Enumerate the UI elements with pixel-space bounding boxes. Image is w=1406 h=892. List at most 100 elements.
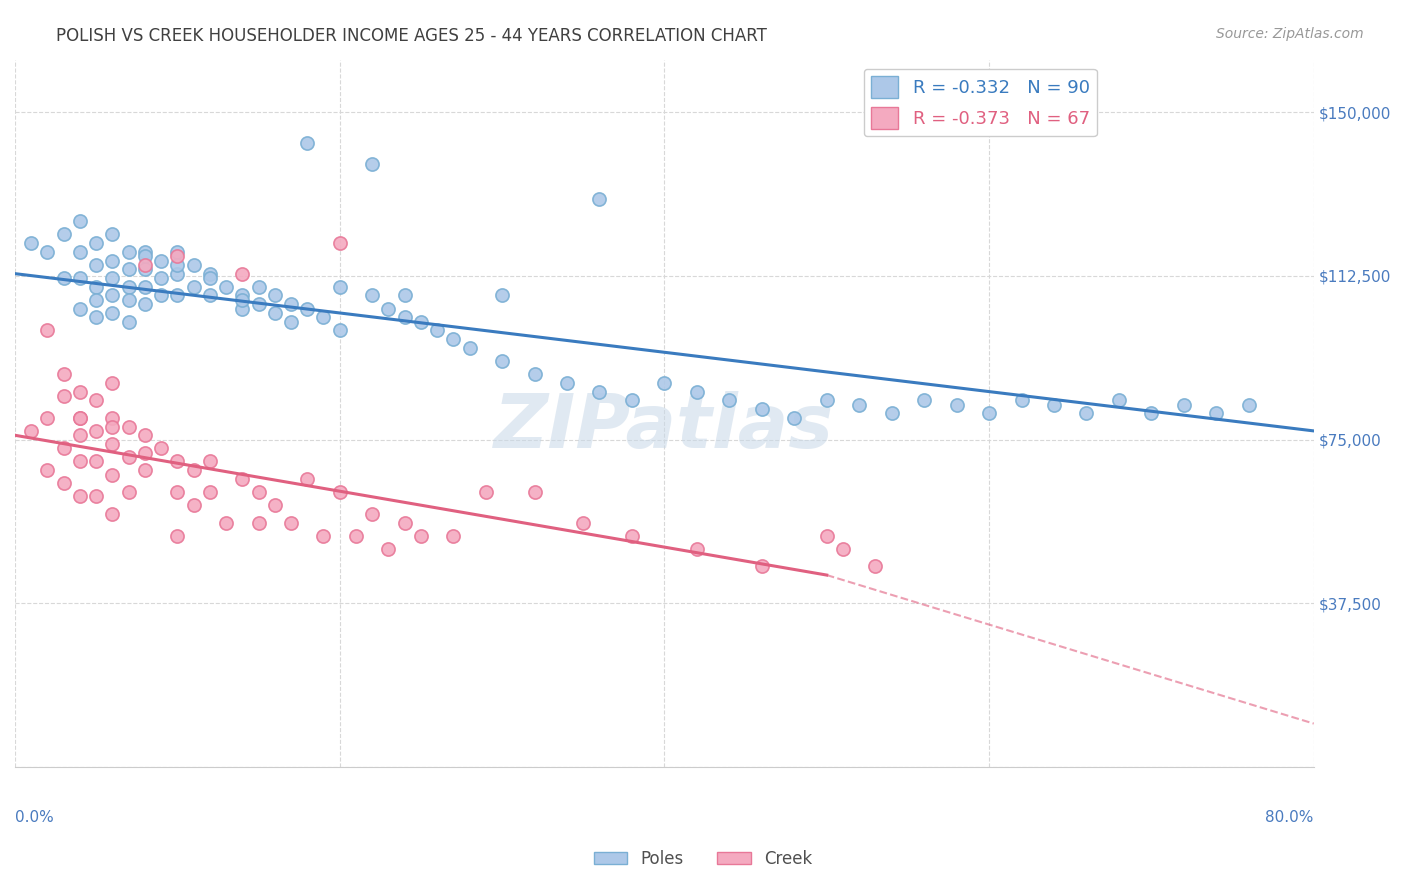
Point [815,393,838,408]
Point [37,323,59,337]
Point [20,235,42,250]
Point [231,472,253,486]
Point [344,529,367,543]
Point [20,424,42,438]
Point [426,323,449,337]
Point [198,454,221,468]
Point [572,516,595,530]
Point [69,271,91,285]
Point [117,262,139,277]
Point [52,389,75,403]
Point [215,516,238,530]
Point [555,376,578,390]
Point [69,410,91,425]
Point [880,406,903,420]
Point [1043,398,1066,412]
Point [117,419,139,434]
Point [865,559,887,574]
Point [150,253,173,268]
Point [37,410,59,425]
Point [166,258,188,272]
Point [69,384,91,399]
Point [247,516,270,530]
Point [101,376,124,390]
Point [263,306,285,320]
Point [297,136,319,150]
Point [361,288,384,302]
Point [491,288,513,302]
Point [134,428,156,442]
Point [134,446,156,460]
Point [588,193,610,207]
Point [183,279,205,293]
Point [198,485,221,500]
Point [117,244,139,259]
Point [231,301,253,316]
Point [523,485,546,500]
Point [1173,398,1195,412]
Point [783,410,806,425]
Point [377,301,399,316]
Point [247,485,270,500]
Point [394,516,416,530]
Point [263,288,285,302]
Point [101,306,124,320]
Point [150,288,173,302]
Point [52,271,75,285]
Point [409,529,432,543]
Point [134,258,156,272]
Point [84,279,107,293]
Point [361,157,384,171]
Point [150,442,173,456]
Point [52,227,75,242]
Point [361,507,384,521]
Point [101,288,124,302]
Point [84,454,107,468]
Point [441,529,464,543]
Point [588,384,610,399]
Point [247,279,270,293]
Point [134,249,156,263]
Point [37,244,59,259]
Point [69,301,91,316]
Point [84,258,107,272]
Point [166,288,188,302]
Point [101,437,124,451]
Point [37,463,59,477]
Point [977,406,1000,420]
Point [297,301,319,316]
Point [166,244,188,259]
Point [84,310,107,325]
Point [117,450,139,464]
Point [912,393,935,408]
Point [832,541,855,556]
Point [134,244,156,259]
Point [1076,406,1098,420]
Point [166,529,188,543]
Point [441,332,464,346]
Point [329,279,352,293]
Point [117,315,139,329]
Point [84,293,107,307]
Point [1011,393,1033,408]
Point [1140,406,1163,420]
Point [69,490,91,504]
Point [686,384,709,399]
Point [523,367,546,381]
Point [117,279,139,293]
Point [84,490,107,504]
Point [84,393,107,408]
Point [620,529,643,543]
Point [101,419,124,434]
Point [52,476,75,491]
Point [134,279,156,293]
Point [718,393,741,408]
Point [247,297,270,311]
Point [101,271,124,285]
Point [69,410,91,425]
Point [231,267,253,281]
Point [409,315,432,329]
Point [101,410,124,425]
Point [377,541,399,556]
Point [848,398,870,412]
